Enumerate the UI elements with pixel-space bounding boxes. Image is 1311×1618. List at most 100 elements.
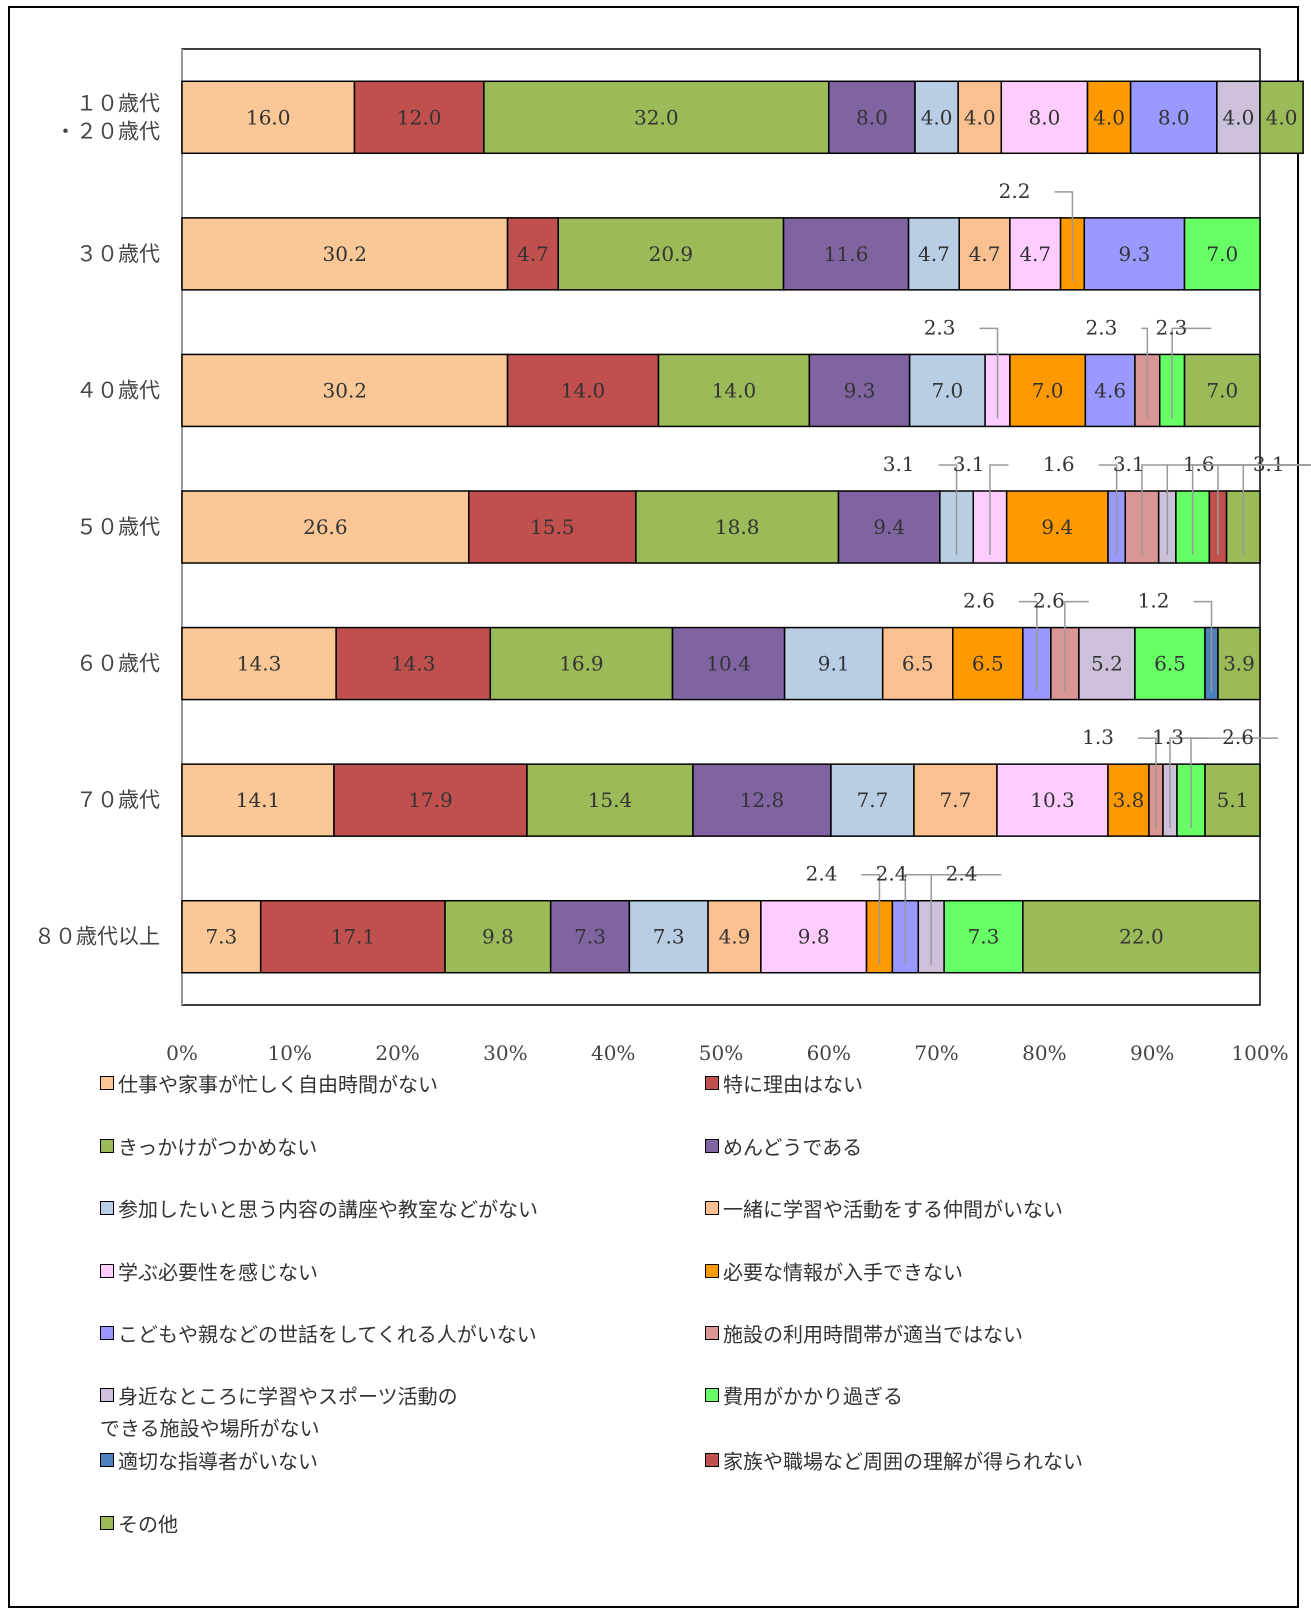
x-tick-label: 0%: [166, 1041, 198, 1065]
bar-segment: [808, 353, 911, 428]
bar-segment: [1204, 763, 1261, 837]
legend-item: 適切な指導者がいない: [100, 1445, 318, 1477]
bar-segment: [1078, 626, 1136, 701]
category-label: ４０歳代: [76, 378, 160, 402]
legend-item: 学ぶ必要性を感じない: [100, 1256, 318, 1288]
data-label: 22.0: [1119, 925, 1164, 949]
data-label: 4.7: [517, 242, 549, 266]
bar-segment: [181, 899, 262, 974]
data-label: 14.1: [236, 788, 281, 812]
legend-label: 仕事や家事が忙しく自由時間がない: [118, 1072, 438, 1097]
data-label: 2.3: [1086, 315, 1118, 339]
callout-line: [1137, 737, 1157, 829]
callout-line: [1141, 464, 1169, 555]
data-label: 2.4: [876, 862, 908, 886]
data-label: 6.5: [1154, 652, 1186, 676]
legend-swatch: [100, 1515, 114, 1530]
data-label: 16.9: [559, 652, 604, 676]
legend-swatch: [100, 1452, 114, 1467]
data-label: 1.6: [1183, 452, 1215, 476]
data-label: 5.2: [1091, 652, 1123, 676]
callout-line: [1171, 327, 1212, 419]
data-label: 17.9: [408, 788, 453, 812]
data-label: 5.1: [1217, 788, 1249, 812]
category-label: ８０歳代以上: [34, 925, 160, 949]
legend-swatch: [100, 1263, 114, 1278]
bar-segment: [506, 217, 559, 291]
data-label: 10.4: [706, 652, 751, 676]
legend-label: 学ぶ必要性を感じない: [118, 1260, 318, 1285]
legend-item: 仕事や家事が忙しく自由時間がない: [100, 1068, 438, 1100]
data-label: 7.7: [857, 788, 889, 812]
callout-line: [1054, 191, 1074, 282]
data-label: 2.2: [999, 179, 1031, 203]
data-label: 7.0: [1206, 242, 1238, 266]
legend-label: 参加したいと思う内容の講座や教室などがない: [118, 1197, 538, 1222]
legend-item: こどもや親などの世話をしてくれる人がいない: [100, 1318, 537, 1350]
bar-segment: [506, 353, 660, 428]
bar-segment: [1084, 353, 1136, 428]
bar-segment: [881, 626, 954, 701]
bar-segment: [958, 217, 1011, 291]
legend-swatch: [705, 1387, 719, 1402]
legend-label: 適切な指導者がいない: [118, 1449, 318, 1474]
bar-segment: [957, 80, 1003, 155]
bar-segment: [1134, 626, 1206, 701]
data-label: 3.9: [1223, 652, 1255, 676]
callout-line: [1141, 327, 1149, 419]
data-label: 3.1: [883, 452, 915, 476]
data-label: 2.4: [946, 862, 978, 886]
data-label: 4.7: [1019, 242, 1051, 266]
data-label: 9.4: [873, 515, 905, 539]
bar-segment: [671, 626, 786, 701]
data-label: 1.2: [1138, 589, 1170, 613]
data-label: 12.8: [740, 788, 785, 812]
legend-swatch: [705, 1200, 719, 1215]
data-label: 4.0: [1093, 105, 1125, 129]
legend-label: 身近なところに学習やスポーツ活動の できる施設や場所がない: [100, 1384, 458, 1441]
x-tick-label: 50%: [699, 1041, 743, 1065]
data-label: 4.0: [921, 105, 953, 129]
bar-segment: [1086, 80, 1132, 155]
legend-label: 一緒に学習や活動をする仲間がいない: [723, 1197, 1063, 1222]
data-label: 4.0: [1223, 105, 1255, 129]
callout-line: [979, 327, 999, 419]
bar-segment: [952, 626, 1024, 701]
legend-item: 身近なところに学習やスポーツ活動の できる施設や場所がない: [100, 1380, 458, 1443]
bar-segment: [467, 490, 637, 564]
data-label: 30.2: [323, 242, 368, 266]
legend-swatch: [100, 1387, 114, 1402]
legend-swatch: [705, 1325, 719, 1340]
callout-line: [1217, 464, 1311, 555]
x-tick-label: 60%: [807, 1041, 851, 1065]
legend-label: 施設の利用時間帯が適当ではない: [723, 1322, 1023, 1347]
bar-segment: [1000, 80, 1089, 155]
bar-segment: [489, 626, 674, 701]
data-label: 17.1: [331, 925, 376, 949]
legend-label: 費用がかかり過ぎる: [723, 1384, 903, 1409]
bar-segment: [483, 80, 830, 155]
data-label: 7.0: [931, 378, 963, 402]
legend-swatch: [705, 1138, 719, 1153]
legend-label: 特に理由はない: [723, 1072, 863, 1097]
bar-segment: [557, 217, 785, 291]
data-label: 3.1: [1113, 452, 1145, 476]
bar-segment: [1183, 217, 1261, 291]
data-label: 15.5: [530, 515, 575, 539]
legend-label: めんどうである: [723, 1135, 863, 1160]
bar-segment: [782, 217, 910, 291]
legend-label: きっかけがつかめない: [118, 1135, 318, 1160]
data-label: 8.0: [1158, 105, 1190, 129]
bar-segment: [1183, 353, 1261, 428]
legend-label: こどもや親などの世話をしてくれる人がいない: [118, 1322, 537, 1347]
data-label: 8.0: [856, 105, 888, 129]
bar-segment: [259, 899, 446, 974]
bar-segment: [907, 217, 960, 291]
data-label: 4.6: [1094, 378, 1126, 402]
x-tick-label: 90%: [1130, 1041, 1174, 1065]
data-label: 14.0: [561, 378, 606, 402]
bar-segment: [830, 763, 915, 837]
x-tick-label: 70%: [914, 1041, 958, 1065]
chart-frame: [8, 6, 1299, 1608]
callout-line: [930, 873, 1002, 965]
